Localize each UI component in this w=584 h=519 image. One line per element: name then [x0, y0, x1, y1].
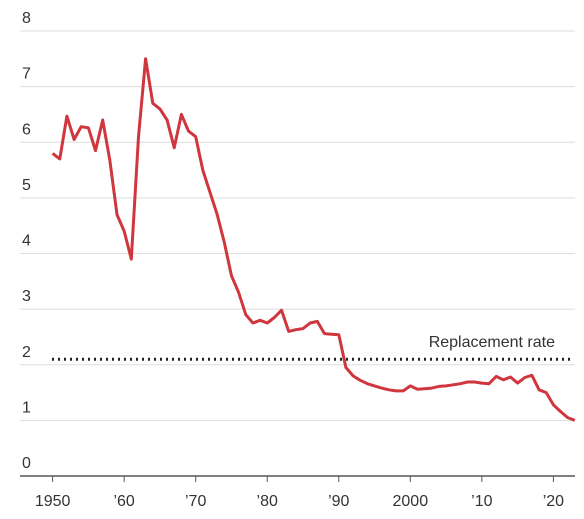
y-tick-label: 6 — [22, 121, 31, 138]
y-tick-label: 1 — [22, 399, 31, 416]
y-tick-label: 5 — [22, 177, 31, 194]
x-tick-label: ’60 — [113, 493, 134, 510]
data-line — [51, 57, 576, 422]
x-tick-label: ’90 — [328, 493, 349, 510]
y-tick-label: 7 — [22, 66, 31, 83]
y-tick-label: 0 — [22, 455, 31, 472]
y-tick-label: 4 — [22, 233, 31, 250]
x-tick-label: 2000 — [393, 493, 429, 510]
x-tick-label: ’70 — [185, 493, 206, 510]
reference-label: Replacement rate — [429, 334, 555, 351]
x-tick-label: ’20 — [543, 493, 564, 510]
y-tick-label: 3 — [22, 288, 31, 305]
y-tick-label: 2 — [22, 344, 31, 361]
y-tick-label: 8 — [22, 10, 31, 27]
x-tick-label: ’10 — [471, 493, 492, 510]
x-tick-label: ’80 — [257, 493, 278, 510]
x-tick-label: 1950 — [35, 493, 71, 510]
